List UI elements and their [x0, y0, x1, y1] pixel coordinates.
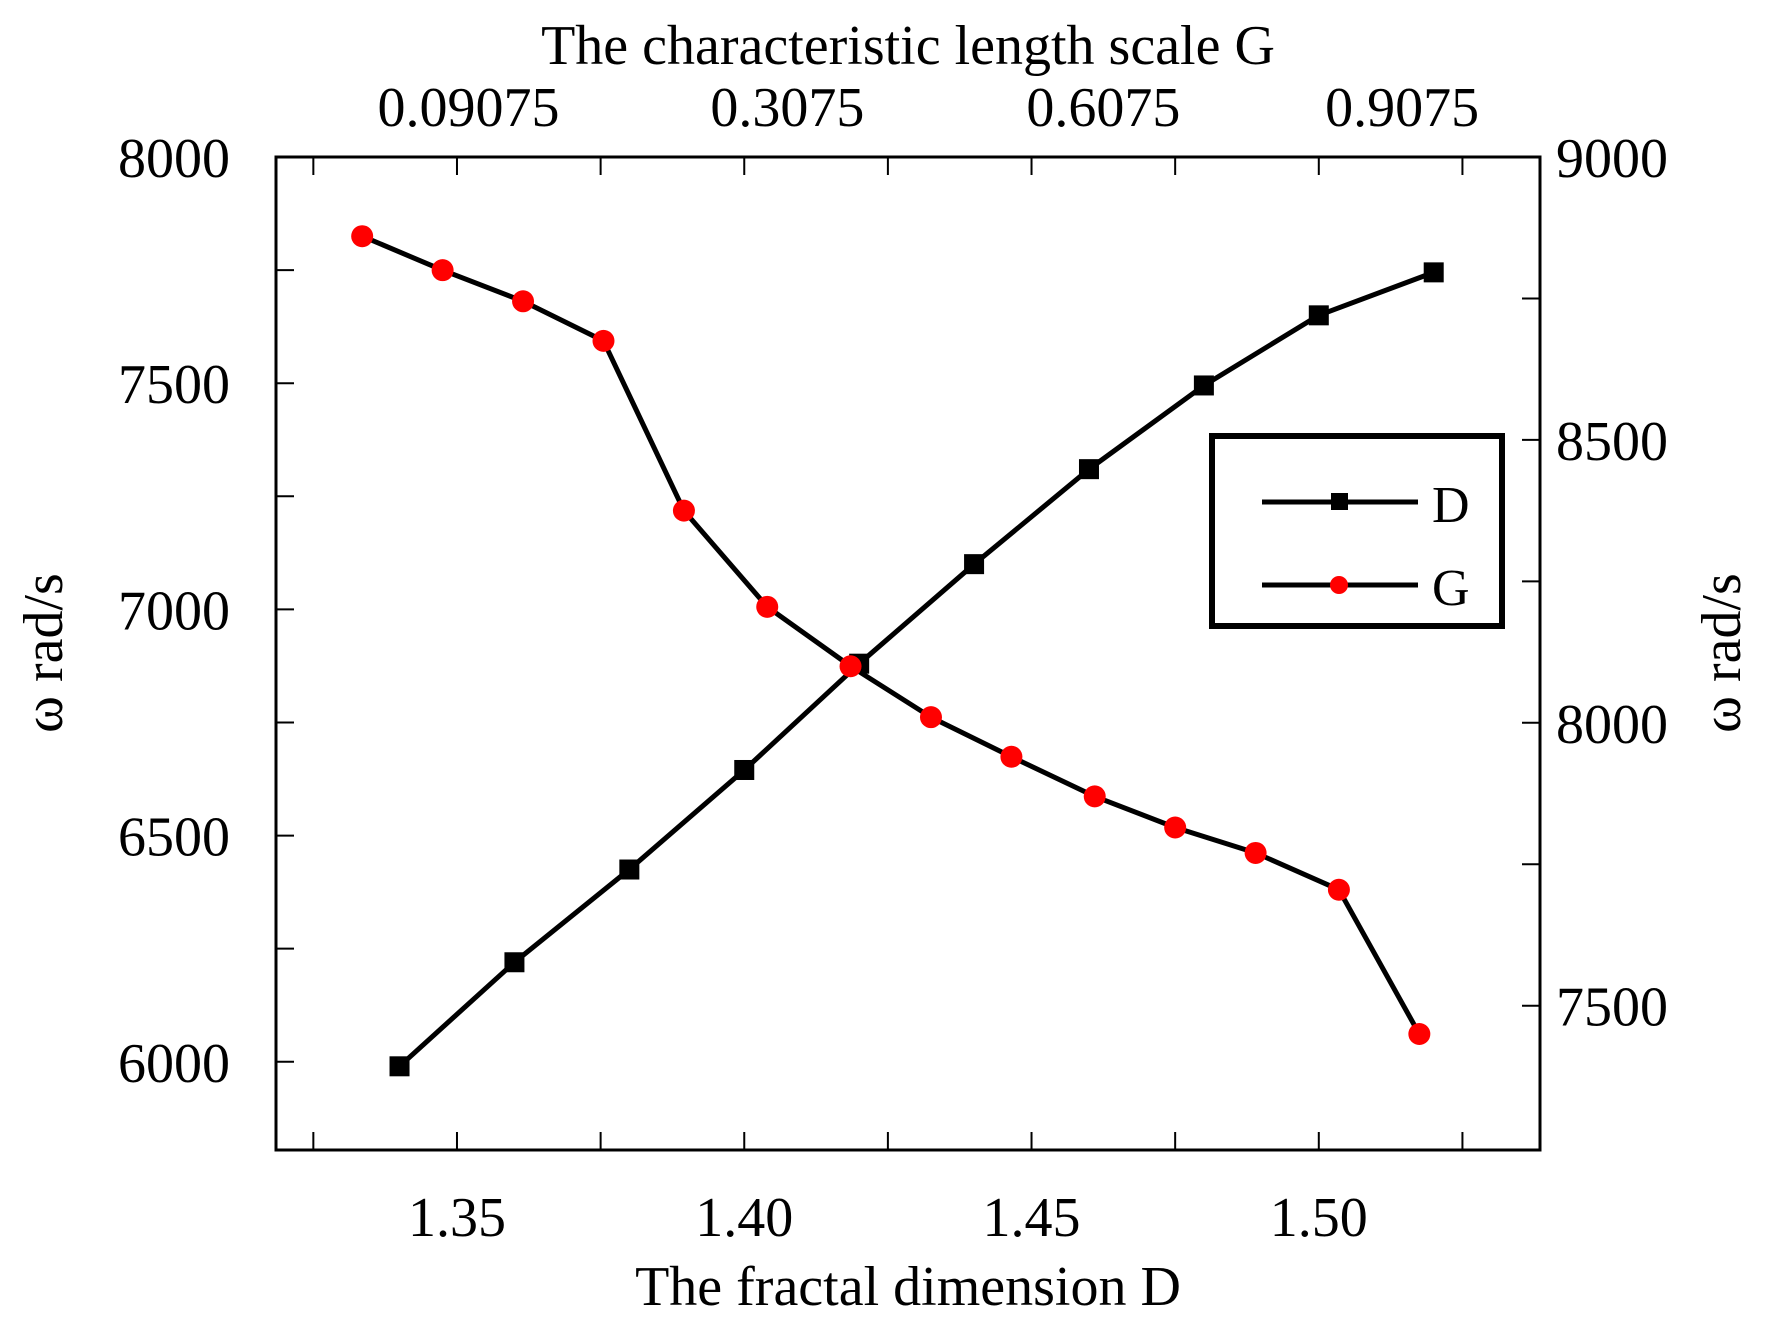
legend-marker-g	[1330, 576, 1348, 594]
point-d	[619, 859, 640, 880]
point-g	[1408, 1023, 1431, 1046]
bottom-axis-title: The fractal dimension D	[635, 1256, 1181, 1318]
point-g	[431, 259, 454, 282]
point-g	[1083, 785, 1106, 808]
point-g	[839, 655, 862, 678]
point-g	[756, 595, 779, 618]
point-d	[389, 1056, 410, 1077]
x-tick-label: 1.45	[983, 1187, 1081, 1249]
legend: D G	[1209, 433, 1505, 629]
x-tick-label: 1.40	[695, 1187, 793, 1249]
point-d	[1308, 305, 1329, 326]
series-line-g	[361, 233, 1422, 1036]
point-g	[351, 225, 374, 248]
legend-marker-d	[1331, 493, 1348, 510]
plot-frame	[274, 155, 1542, 1152]
point-d	[1423, 262, 1444, 283]
point-d	[1193, 375, 1214, 396]
ticks-layer	[276, 156, 1540, 1150]
legend-box	[1209, 433, 1505, 629]
point-g	[592, 329, 615, 352]
series-line-d	[397, 270, 1435, 1069]
point-g	[919, 706, 942, 729]
series-lines	[361, 233, 1435, 1069]
tick-labels: 1.35 1.40 1.45 1.50 0.09075 0.3075 0.6075 0.907…	[118, 77, 1668, 1249]
point-g	[672, 499, 695, 522]
top-tick-label: 0.3075	[710, 77, 864, 139]
y-right-tick-label: 8000	[1556, 694, 1668, 756]
point-g	[1000, 745, 1023, 768]
point-g	[1327, 878, 1350, 901]
y-left-tick-label: 7000	[118, 580, 230, 642]
point-g	[512, 290, 535, 313]
left-axis-title: ω rad/s	[13, 573, 75, 733]
point-g	[1164, 816, 1187, 839]
top-tick-label: 0.9075	[1325, 77, 1479, 139]
right-axis-title: ω rad/s	[1691, 573, 1753, 733]
y-left-tick-label: 7500	[118, 354, 230, 416]
point-d	[1078, 459, 1099, 480]
y-right-tick-label: 9000	[1556, 128, 1668, 190]
x-tick-label: 1.50	[1270, 1187, 1368, 1249]
top-axis-title: The characteristic length scale G	[541, 15, 1275, 77]
y-right-tick-label: 7500	[1556, 977, 1668, 1039]
point-g	[1244, 841, 1267, 864]
point-d	[734, 759, 755, 780]
y-right-tick-label: 8500	[1556, 411, 1668, 473]
legend-label-d: D	[1432, 477, 1470, 534]
y-left-tick-label: 6500	[118, 807, 230, 869]
y-left-tick-label: 6000	[118, 1033, 230, 1095]
point-d	[504, 952, 525, 973]
point-d	[964, 554, 985, 575]
y-left-tick-label: 8000	[118, 128, 230, 190]
series-markers	[351, 225, 1444, 1077]
x-tick-label: 1.35	[408, 1187, 506, 1249]
top-tick-label: 0.6075	[1026, 77, 1180, 139]
top-tick-label: 0.09075	[377, 77, 559, 139]
legend-label-g: G	[1432, 560, 1470, 617]
